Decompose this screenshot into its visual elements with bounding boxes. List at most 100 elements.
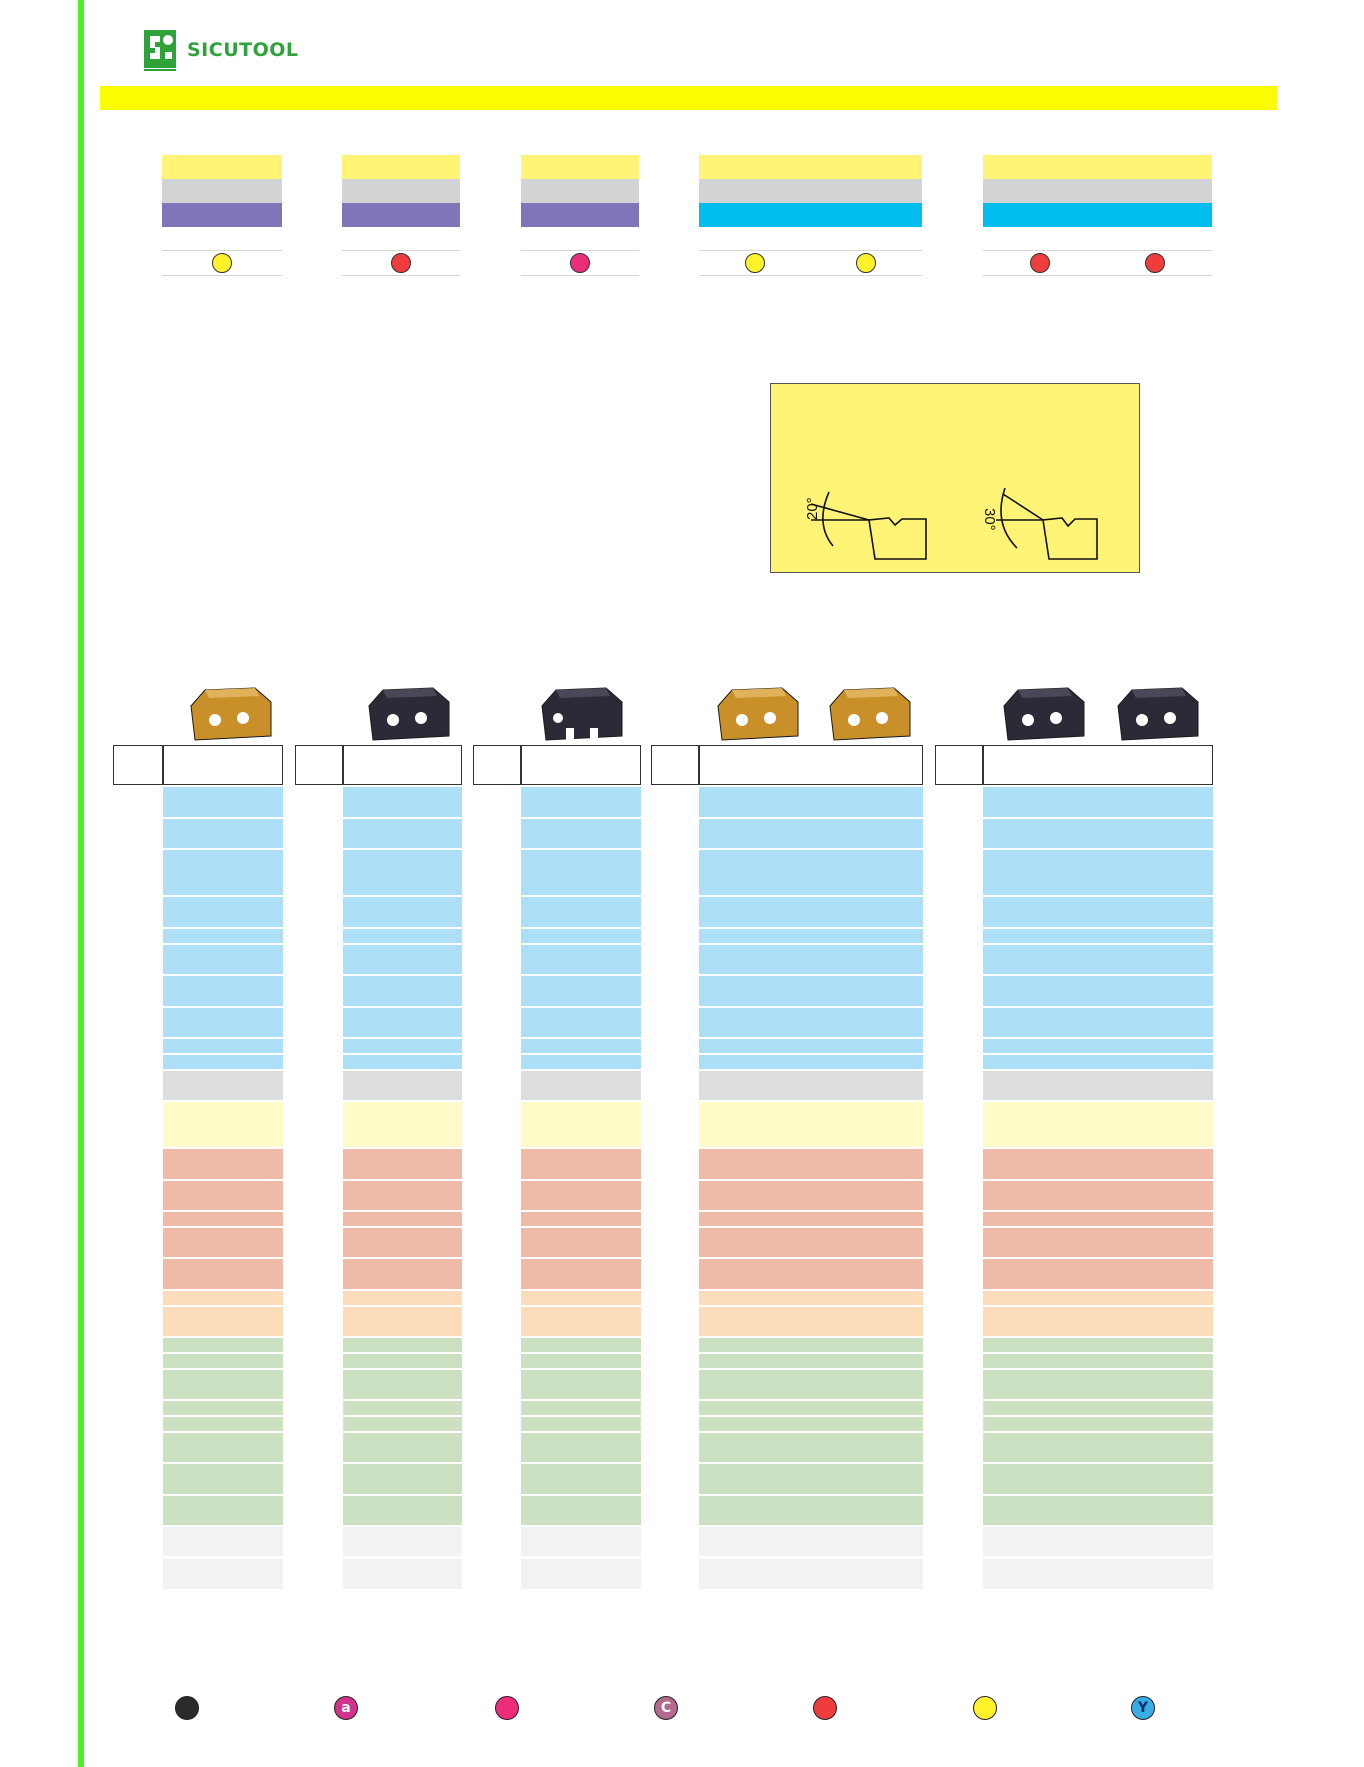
grade-band-grey [521, 179, 639, 203]
table-row [983, 1071, 1213, 1100]
table-row [521, 850, 641, 895]
table-row [983, 929, 1213, 943]
black-insert-icon [998, 684, 1086, 747]
grade-dot-icon [212, 253, 232, 273]
grade-spec-column [699, 155, 922, 276]
grade-dot-icon [1030, 253, 1051, 273]
grade-band-cyan [699, 203, 922, 227]
table-row [163, 1527, 283, 1556]
table-row [343, 1102, 462, 1147]
table-row [521, 897, 641, 927]
grade-band-yellow [521, 155, 639, 179]
mauve-c-icon: C [654, 1696, 678, 1720]
table-row [343, 1417, 462, 1431]
table-row [983, 1527, 1213, 1556]
table-row [983, 1008, 1213, 1037]
table-row [983, 1559, 1213, 1589]
table-row [343, 1338, 462, 1352]
column-header-index [935, 745, 983, 785]
table-row [699, 929, 923, 943]
table-row [343, 1291, 462, 1305]
table-row [521, 1071, 641, 1100]
grade-band-yellow [699, 155, 922, 179]
column-header-index [295, 745, 343, 785]
table-row [163, 1307, 283, 1336]
table-row [521, 1181, 641, 1210]
table-row [343, 1527, 462, 1556]
frame-left-bar [78, 0, 84, 1767]
table-row [163, 1259, 283, 1289]
black-dot-icon [175, 1696, 199, 1720]
grade-dot-row [699, 251, 922, 276]
table-row [983, 1291, 1213, 1305]
table-row [343, 1559, 462, 1589]
table-row [343, 945, 462, 974]
table-row [521, 1039, 641, 1053]
column-header-grade [163, 745, 283, 785]
table-row [983, 1039, 1213, 1053]
table-row [343, 787, 462, 817]
grade-band-yellow [983, 155, 1212, 179]
table-row [699, 1559, 923, 1589]
table-row [521, 1102, 641, 1147]
brand-name: SICUTOOL [187, 39, 299, 61]
column-header-index [651, 745, 699, 785]
table-row [163, 1181, 283, 1210]
black-insert-icon [1112, 684, 1200, 747]
red-dot-icon [813, 1696, 837, 1720]
table-row [983, 787, 1213, 817]
table-row [699, 1212, 923, 1226]
gold-insert-icon [824, 684, 912, 747]
angle-left-label: 20° [804, 497, 821, 520]
table-row [163, 976, 283, 1006]
table-row [983, 1401, 1213, 1415]
table-row [699, 976, 923, 1006]
grade-dot-icon [391, 253, 411, 273]
table-row [699, 1259, 923, 1289]
table-row [163, 1417, 283, 1431]
table-row [343, 1464, 462, 1494]
table-row [521, 1559, 641, 1589]
table-row [983, 1417, 1213, 1431]
table-row [983, 819, 1213, 848]
table-row [163, 1039, 283, 1053]
column-header-grade [983, 745, 1213, 785]
table-row [983, 1181, 1213, 1210]
grade-band-grey [983, 179, 1212, 203]
table-row [699, 787, 923, 817]
grade-band-yellow [342, 155, 460, 179]
table-row [163, 1228, 283, 1257]
table-row [521, 1401, 641, 1415]
column-header-grade [699, 745, 923, 785]
table-row [163, 1401, 283, 1415]
table-row [163, 1071, 283, 1100]
table-row [343, 1370, 462, 1399]
table-row [699, 1401, 923, 1415]
table-row [343, 1307, 462, 1336]
table-row [343, 976, 462, 1006]
grade-spec-column [521, 155, 639, 276]
table-row [521, 1433, 641, 1462]
table-row [163, 1102, 283, 1147]
grade-spacer-row [699, 227, 922, 251]
grade-spec-column [342, 155, 460, 276]
table-row [521, 1496, 641, 1525]
table-row [163, 1559, 283, 1589]
table-row [343, 1496, 462, 1525]
table-row [343, 1228, 462, 1257]
table-row [163, 1496, 283, 1525]
grade-dot-row [342, 251, 460, 276]
grade-dot-row [162, 251, 282, 276]
table-row [699, 1354, 923, 1368]
table-row [983, 1149, 1213, 1179]
table-row [699, 1055, 923, 1069]
angle-diagram: 20° 30° [770, 383, 1140, 573]
table-row [343, 1039, 462, 1053]
table-row [699, 1181, 923, 1210]
table-row [699, 897, 923, 927]
column-header-grade [343, 745, 462, 785]
black-notched-insert-icon [536, 684, 624, 747]
table-row [699, 1496, 923, 1525]
table-row [983, 1228, 1213, 1257]
